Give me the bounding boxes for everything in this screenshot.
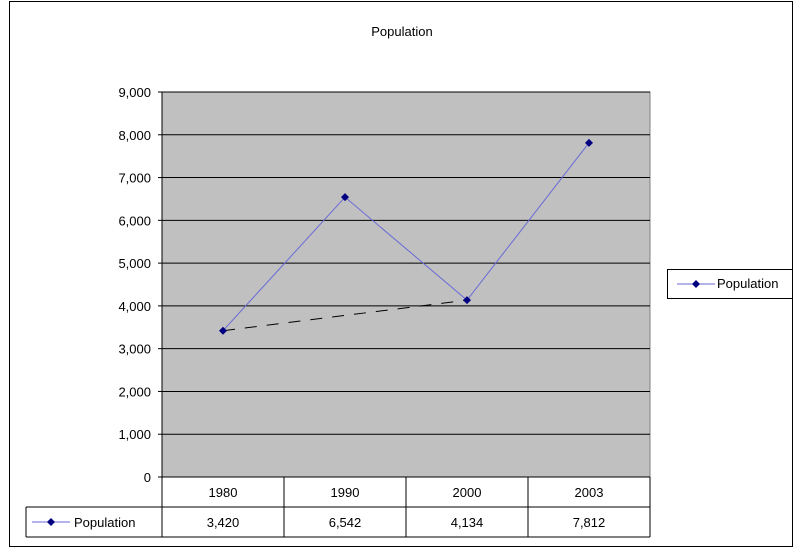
y-tick-label: 6,000 <box>118 213 151 228</box>
y-tick-label: 1,000 <box>118 427 151 442</box>
data-table-value: 3,420 <box>207 515 240 530</box>
x-tick-label: 2000 <box>453 485 482 500</box>
legend-label: Population <box>717 276 779 291</box>
y-tick-label: 7,000 <box>118 171 151 186</box>
chart-title: Population <box>371 24 433 39</box>
legend: Population <box>667 269 792 299</box>
y-tick-label: 9,000 <box>118 85 151 100</box>
x-tick-label: 1980 <box>209 485 238 500</box>
legend-key-icon <box>677 280 715 288</box>
y-tick-label: 5,000 <box>118 256 151 271</box>
chart-frame: Population 0 1,000 2,000 3,000 4,000 5,000 6,0… <box>9 1 793 547</box>
data-table-value: 7,812 <box>573 515 606 530</box>
data-point <box>219 326 227 335</box>
y-tick-label: 4,000 <box>118 299 151 314</box>
trendline <box>222 299 468 332</box>
data-table-row-label: Population <box>74 515 135 530</box>
x-tick-label: 2003 <box>575 485 604 500</box>
y-tick-label: 8,000 <box>118 128 151 143</box>
y-tick-label: 0 <box>144 470 151 485</box>
data-table-value: 4,134 <box>451 515 484 530</box>
data-table-value: 6,542 <box>329 515 362 530</box>
y-tick-label: 3,000 <box>118 342 151 357</box>
data-point <box>463 296 471 305</box>
x-tick-label: 1990 <box>331 485 360 500</box>
chart-svg: 0 1,000 2,000 3,000 4,000 5,000 6,000 7,000 8,00… <box>25 85 651 538</box>
y-tick-label: 2,000 <box>118 384 151 399</box>
data-point <box>585 138 593 147</box>
plot-area <box>161 91 651 478</box>
data-point <box>341 193 349 202</box>
table-key-marker <box>47 518 55 526</box>
series-line <box>222 142 590 332</box>
